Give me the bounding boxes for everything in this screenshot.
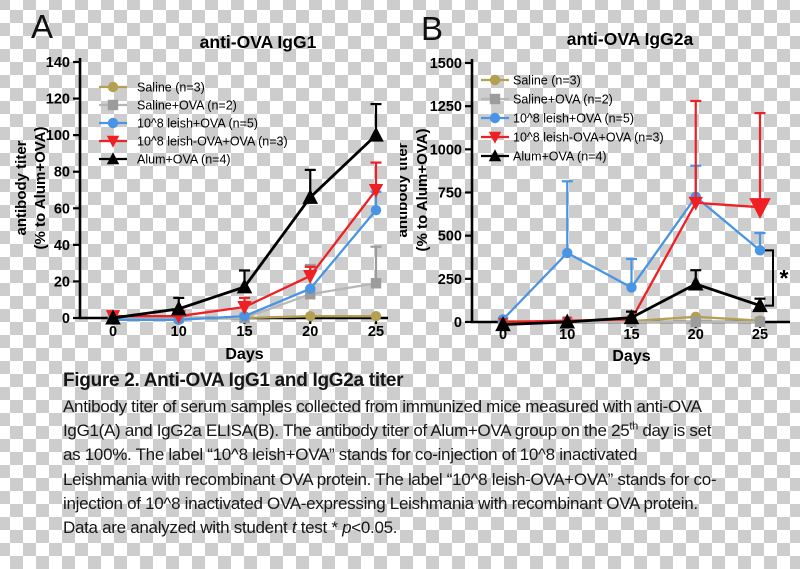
legend-label: Alum+OVA (n=4)	[137, 153, 231, 167]
chart-svg-panel-b: 0 250 500 750 1000 1250 1500 0 10 15 20 25 anti-OVA …	[394, 29, 790, 365]
x-tick-label: 10	[171, 324, 187, 340]
panel-label-b: B	[421, 10, 444, 47]
y-axis-label: (% to Alum+OVA)	[32, 127, 49, 250]
legend-label: Saline (n=3)	[137, 81, 205, 95]
legend-item-10-8-leish-ova-n-5: 10^8 leish+OVA (n=5)	[99, 117, 258, 131]
y-axis-label: antibody titer	[400, 142, 411, 237]
series-alum-ova-n-4	[495, 269, 768, 332]
legend-label: 10^8 leish-OVA+OVA (n=3)	[513, 131, 664, 145]
caption-line: IgG1(A) and IgG2a ELISA(B). The antibody…	[63, 420, 712, 441]
y-tick-label: 0	[454, 315, 462, 331]
legend-item-saline-n-3: Saline (n=3)	[481, 74, 581, 88]
legend-item-10-8-leish-ova-ova-n-3: 10^8 leish-OVA+OVA (n=3)	[481, 131, 664, 145]
x-axis-label: Days	[225, 346, 263, 363]
x-tick-label: 25	[752, 327, 768, 343]
caption-line: injection of 10^8 inactivated OVA-expres…	[63, 493, 698, 513]
y-tick-label: 250	[438, 272, 462, 288]
series-alum-ova-n-4	[105, 102, 384, 325]
series-10-8-leish-ova-ova-n-3	[105, 161, 384, 324]
x-tick-label: 20	[302, 324, 318, 340]
series-10-8-leish-ova-n-5	[497, 164, 766, 325]
x-tick-label: 20	[688, 327, 704, 343]
legend-label: Alum+OVA (n=4)	[513, 150, 607, 164]
caption-line: Data are analyzed with student t test * …	[63, 518, 398, 538]
legend-item-saline-n-3: Saline (n=3)	[99, 81, 205, 95]
y-tick-label: 1250	[430, 99, 462, 115]
axes	[78, 58, 388, 320]
legend-item-saline-ova-n-2: Saline+OVA (n=2)	[481, 93, 613, 107]
y-tick-label: 0	[62, 311, 70, 327]
x-tick-label: 0	[499, 327, 507, 343]
chart-anti-ova-igg2a: 0 250 500 750 1000 1250 1500 0 10 15 20 25 anti-OVA …	[394, 0, 800, 372]
y-tick-label: 60	[54, 201, 70, 217]
significance-star: *	[780, 265, 789, 291]
y-tick-label: 1500	[430, 56, 462, 72]
legend-label: 10^8 leish+OVA (n=5)	[137, 117, 258, 131]
caption-line: Leishmania with recombinant OVA protein.…	[63, 469, 717, 489]
legend-label: Saline+OVA (n=2)	[513, 93, 613, 107]
legend-item-saline-ova-n-2: Saline+OVA (n=2)	[99, 99, 237, 113]
chart-title: anti-OVA IgG2a	[567, 29, 694, 49]
figure-caption: Figure 2. Anti-OVA IgG1 and IgG2a titer …	[63, 370, 777, 540]
y-tick-label: 140	[46, 55, 70, 71]
caption-body: Antibody titer of serum samples collecte…	[63, 395, 777, 540]
x-tick-label: 15	[236, 324, 252, 340]
x-tick-label: 15	[623, 327, 639, 343]
y-axis-label: (% to Alum+OVA)	[414, 129, 431, 252]
chart-anti-ova-igg1: 0 20 40 60 80 100 120 140 0 10 15 20 25 anti-OVA IgG1…	[2, 0, 402, 372]
legend-label: Saline (n=3)	[513, 74, 581, 88]
y-axis-label: antibody titer	[13, 140, 30, 235]
legend-label: Saline+OVA (n=2)	[137, 99, 237, 113]
legend-item-10-8-leish-ova-n-5: 10^8 leish+OVA (n=5)	[481, 112, 634, 126]
legend-item-alum-ova-n-4: Alum+OVA (n=4)	[99, 152, 231, 167]
x-axis-label: Days	[612, 348, 650, 365]
chart-title: anti-OVA IgG1	[200, 32, 317, 52]
legend-item-alum-ova-n-4: Alum+OVA (n=4)	[481, 149, 607, 164]
x-tick-label: 10	[559, 327, 575, 343]
y-tick-label: 20	[54, 274, 70, 290]
legend-label: 10^8 leish-OVA+OVA (n=3)	[137, 135, 288, 149]
chart-svg-panel-a: 0 20 40 60 80 100 120 140 0 10 15 20 25 anti-OVA IgG1…	[13, 32, 388, 363]
y-tick-label: 750	[438, 186, 462, 202]
y-tick-label: 120	[46, 92, 70, 108]
significance-bracket	[765, 249, 774, 307]
y-tick-label: 80	[54, 165, 70, 181]
caption-line: as 100%. The label “10^8 leish+OVA” stan…	[63, 445, 638, 465]
y-tick-label: 500	[438, 229, 462, 245]
legend-label: 10^8 leish+OVA (n=5)	[513, 112, 634, 126]
legend-item-10-8-leish-ova-ova-n-3: 10^8 leish-OVA+OVA (n=3)	[99, 135, 288, 149]
y-tick-label: 1000	[430, 142, 462, 158]
caption-title: Figure 2. Anti-OVA IgG1 and IgG2a titer	[63, 370, 404, 391]
x-tick-label: 0	[109, 324, 117, 340]
caption-line: Antibody titer of serum samples collecte…	[63, 397, 702, 416]
x-tick-label: 25	[368, 324, 384, 340]
panel-label-a: A	[31, 8, 54, 45]
y-tick-label: 100	[46, 128, 70, 144]
y-tick-label: 40	[54, 238, 70, 254]
